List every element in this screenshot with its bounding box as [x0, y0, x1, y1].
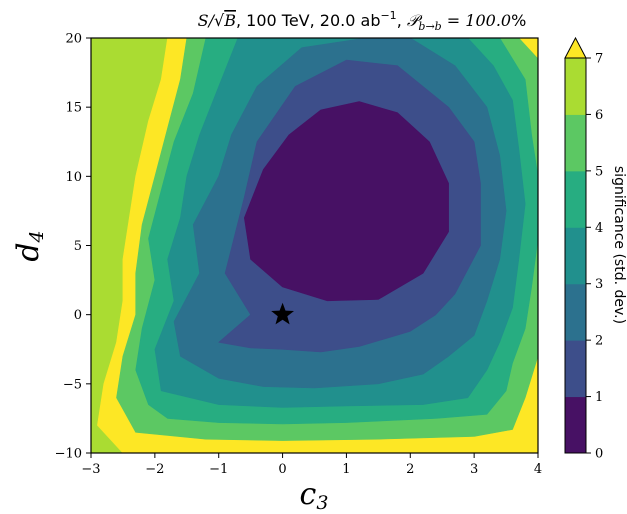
marker-layer [271, 302, 294, 325]
x-axis-ticks: −3 −2 −1 0 1 2 3 4 [81, 453, 542, 477]
colorbar-band-1 [565, 340, 586, 398]
colorbar-extend-arrow [564, 36, 587, 59]
x-tick-label: 4 [534, 462, 542, 477]
y-tick-label: 20 [65, 32, 82, 47]
colorbar-band-4 [565, 170, 586, 228]
y-tick-label: 15 [65, 101, 82, 116]
contour-plot-area [91, 38, 538, 453]
y-axis-label: d4 [11, 230, 48, 261]
colorbar-band-3 [565, 227, 586, 285]
chart-title: S/√B, 100 TeV, 20.0 ab−1, 𝒫b→b = 100.0% [198, 9, 527, 33]
x-tick-label: −3 [81, 462, 100, 477]
y-tick-label: −10 [55, 447, 82, 462]
x-tick-label: 0 [278, 462, 286, 477]
x-tick-label: −2 [145, 462, 164, 477]
colorbar-tick-label: 7 [595, 52, 603, 67]
colorbar-tick-label: 1 [595, 390, 603, 405]
y-tick-label: 10 [65, 170, 82, 185]
colorbar: 0 1 2 3 4 5 6 7 [564, 36, 603, 462]
y-axis-ticks: −10 −5 0 5 10 15 20 [55, 32, 91, 462]
x-tick-label: 1 [342, 462, 350, 477]
y-tick-label: 5 [74, 239, 82, 254]
colorbar-band-6 [565, 58, 586, 115]
contour-band-1 [244, 101, 449, 302]
colorbar-band-0 [565, 396, 586, 454]
sm-point-star-marker [271, 302, 294, 325]
x-tick-label: −1 [209, 462, 228, 477]
colorbar-tick-label: 0 [595, 447, 603, 462]
x-axis-label: c3 [300, 477, 329, 514]
colorbar-frame [564, 57, 587, 454]
x-tick-label: 2 [406, 462, 414, 477]
y-tick-label: −5 [63, 377, 82, 392]
colorbar-band-2 [565, 283, 586, 341]
y-tick-label: 0 [74, 308, 82, 323]
colorbar-tick-label: 5 [595, 164, 603, 179]
colorbar-band-5 [565, 114, 586, 172]
colorbar-tick-label: 4 [595, 221, 603, 236]
colorbar-label: significance (std. dev.) [611, 166, 627, 324]
colorbar-tick-label: 6 [595, 108, 603, 123]
colorbar-tick-label: 2 [595, 334, 603, 349]
x-tick-label: 3 [470, 462, 478, 477]
colorbar-tick-label: 3 [595, 277, 603, 292]
